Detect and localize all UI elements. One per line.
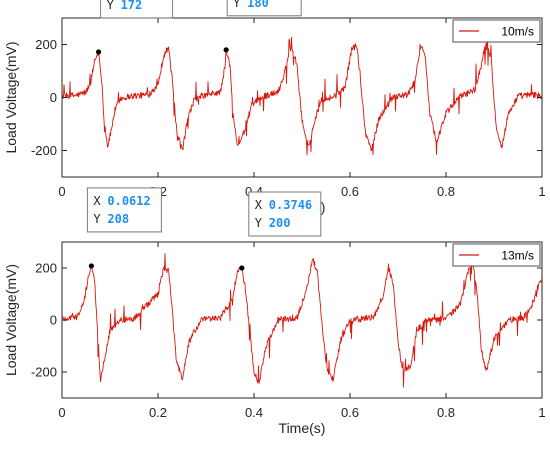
top-x-tick-label: 0 <box>58 184 65 199</box>
top-datatip[interactable]: X0.0762Y172 <box>95 0 174 55</box>
bottom-x-tick-label: 0.2 <box>149 405 167 420</box>
bottom-x-tick-label: 1 <box>538 405 545 420</box>
chart-panel-bottom: 0 0.2 0.4 0.6 0.8 1 -200 0 200 Time(s) Load Voltag… <box>3 187 546 436</box>
top-datatip-y-value: 180 <box>247 0 269 10</box>
top-series-line <box>61 32 543 156</box>
top-legend-label: 10m/s <box>501 25 534 39</box>
top-datatip-marker <box>223 47 229 53</box>
bottom-x-tick-label: 0.6 <box>341 405 359 420</box>
top-datatip-y-key: Y <box>233 0 241 10</box>
top-y-axis-label: Load Voltage(mV) <box>3 41 19 153</box>
top-legend: 10m/s <box>452 19 541 43</box>
bottom-x-tick-label: 0 <box>58 405 65 420</box>
bottom-datatip-x-key: X <box>93 194 101 208</box>
bottom-x-tick-label: 0.8 <box>437 405 455 420</box>
top-x-tick-label: 1 <box>538 184 545 199</box>
bottom-y-tick-label: 200 <box>35 261 57 276</box>
bottom-legend: 13m/s <box>452 243 541 267</box>
bottom-datatip[interactable]: X 0.0612 Y 208 <box>86 187 162 269</box>
top-y-tick-label: 0 <box>50 90 57 105</box>
bottom-datatip-x-value: 0.0612 <box>107 194 150 208</box>
bottom-y-tick-label: 0 <box>50 313 57 328</box>
bottom-legend-box <box>452 243 541 267</box>
top-x-tick-label: 0.6 <box>341 184 359 199</box>
bottom-x-tick-label: 0.4 <box>245 405 263 420</box>
top-datatip-y-value: 172 <box>121 0 143 12</box>
top-datatip-marker <box>95 49 102 55</box>
bottom-datatip-x-key: X <box>255 198 263 212</box>
bottom-datatip[interactable]: X 0.3746 Y 200 <box>239 191 322 271</box>
bottom-y-axis-label: Load Voltage(mV) <box>3 264 19 376</box>
bottom-datatip-y-key: Y <box>255 216 263 230</box>
bottom-datatip-marker <box>239 265 245 271</box>
bottom-datatip-box <box>248 191 322 237</box>
bottom-series-line <box>61 253 543 388</box>
top-legend-box <box>452 19 541 43</box>
bottom-datatip-marker <box>88 263 94 269</box>
bottom-datatip-y-key: Y <box>93 212 101 226</box>
top-y-tick-label: -200 <box>31 143 57 158</box>
bottom-datatip-box <box>86 187 162 233</box>
bottom-y-tick-label: -200 <box>31 365 57 380</box>
bottom-x-axis-label: Time(s) <box>279 420 326 436</box>
bottom-datatip-y-value: 208 <box>107 212 129 226</box>
top-datatip-y-key: Y <box>107 0 115 12</box>
top-y-tick-label: 200 <box>35 37 57 52</box>
top-datatip-box <box>226 0 302 17</box>
bottom-legend-label: 13m/s <box>501 249 534 263</box>
bottom-datatip-x-value: 0.3746 <box>269 198 312 212</box>
top-datatip[interactable]: X0.342Y180 <box>223 0 302 53</box>
bottom-datatip-y-value: 200 <box>269 216 291 230</box>
top-x-tick-label: 0.8 <box>437 184 455 199</box>
bottom-plot-area <box>62 242 542 398</box>
top-datatip-box <box>100 0 174 19</box>
